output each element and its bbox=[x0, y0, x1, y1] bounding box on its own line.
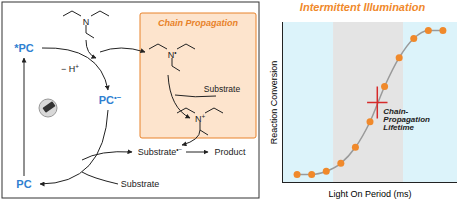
html-text:Intermittent Illumination: Intermittent Illumination bbox=[299, 1, 426, 13]
svg-text:Light On Period (ms): Light On Period (ms) bbox=[328, 189, 411, 199]
svg-text:Chain Propagation: Chain Propagation bbox=[158, 18, 239, 28]
svg-text:Substrate: Substrate bbox=[121, 179, 160, 189]
svg-text:Substrate: Substrate bbox=[204, 84, 241, 94]
svg-text:PC•−: PC•− bbox=[99, 93, 122, 107]
svg-text:PC: PC bbox=[16, 178, 31, 190]
svg-text:N+: N+ bbox=[194, 112, 206, 124]
svg-text:N•: N• bbox=[167, 48, 177, 60]
svg-text:Chain-PropagationLifetime: Chain-PropagationLifetime bbox=[383, 107, 430, 132]
svg-text:N: N bbox=[82, 17, 90, 27]
svg-text:*PC: *PC bbox=[14, 42, 34, 54]
svg-text:Product: Product bbox=[214, 147, 246, 157]
svg-text:Reaction Conversion: Reaction Conversion bbox=[269, 61, 279, 145]
svg-text:− H+: − H+ bbox=[61, 63, 79, 75]
svg-text:Substrate•−: Substrate•− bbox=[138, 146, 183, 158]
